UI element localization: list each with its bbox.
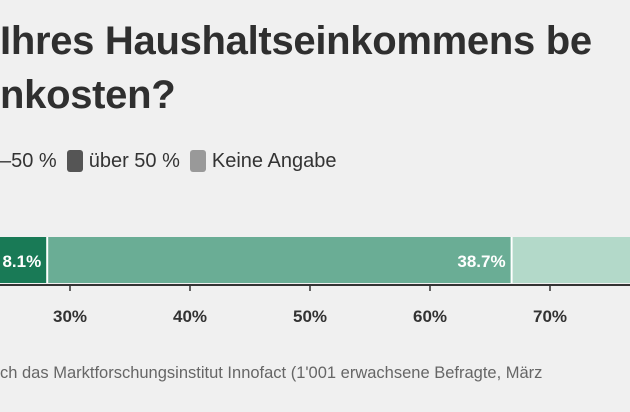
legend: –50 % über 50 % Keine Angabe xyxy=(0,148,346,174)
legend-swatch-no-answer xyxy=(189,150,206,172)
source-note: ch das Marktforschungsinstitut Innofact … xyxy=(0,364,543,382)
chart-title-line-2: nkosten? xyxy=(0,73,176,117)
data-label-1: 8.1% xyxy=(2,252,41,271)
x-tick-label-70: 70% xyxy=(533,307,567,326)
chart-title: Ihres Haushaltseinkommens be nkosten? xyxy=(0,14,630,122)
legend-label-range: –50 % xyxy=(0,149,57,172)
legend-swatch-over-50 xyxy=(66,150,83,172)
x-tick-label-50: 50% xyxy=(293,307,327,326)
bar-segment-2 xyxy=(47,237,512,283)
chart-title-line-1: Ihres Haushaltseinkommens be xyxy=(0,19,592,63)
x-tick-label-40: 40% xyxy=(173,307,207,326)
legend-label-no-answer: Keine Angabe xyxy=(211,149,337,172)
legend-item-no-answer: Keine Angabe xyxy=(189,149,337,173)
bar-segment-1 xyxy=(0,237,48,283)
x-tick-label-60: 60% xyxy=(413,307,447,326)
legend-item-over-50: über 50 % xyxy=(66,149,180,173)
legend-label-over-50: über 50 % xyxy=(88,149,180,172)
x-tick-label-30: 30% xyxy=(53,307,87,326)
data-label-2: 38.7% xyxy=(457,252,505,271)
bar-segment-3 xyxy=(511,237,630,283)
legend-item-range: –50 % xyxy=(0,150,57,173)
